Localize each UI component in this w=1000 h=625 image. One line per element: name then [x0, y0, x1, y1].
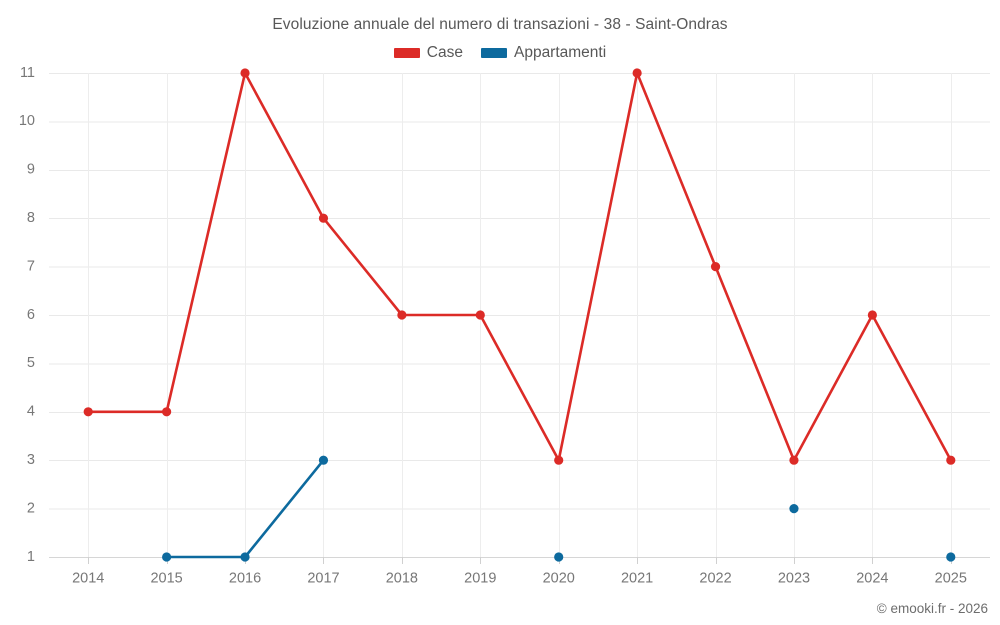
- copyright-credit: © emooki.fr - 2026: [876, 601, 988, 616]
- x-tick-label: 2024: [856, 571, 888, 587]
- legend-item-case[interactable]: Case: [393, 44, 463, 62]
- data-point-case-2016[interactable]: [240, 68, 250, 78]
- y-tick-label: 11: [20, 65, 35, 81]
- chart-legend: Case Appartamenti: [0, 44, 1000, 62]
- legend-item-appartamenti[interactable]: Appartamenti: [480, 44, 607, 62]
- data-point-appartamenti-2015[interactable]: [162, 552, 172, 562]
- y-tick-label: 6: [27, 307, 35, 323]
- x-tick-label: 2019: [464, 571, 496, 587]
- series-line-case: [86, 71, 953, 462]
- data-point-case-2024[interactable]: [867, 310, 877, 320]
- x-tick-label: 2017: [307, 571, 339, 587]
- data-point-case-2017[interactable]: [318, 213, 329, 223]
- data-point-case-2019[interactable]: [475, 310, 485, 320]
- y-tick-label: 9: [27, 162, 35, 178]
- data-point-case-2014[interactable]: [83, 407, 93, 417]
- x-axis-ticks: 2014 2015 2016 2017 2018 2019 2020 2021 2022 2023…: [72, 557, 967, 587]
- legend-swatch-case: [393, 48, 420, 58]
- data-point-case-2018[interactable]: [397, 310, 407, 320]
- y-tick-label: 2: [27, 500, 35, 516]
- y-tick-label: 5: [27, 355, 35, 371]
- y-tick-label: 10: [19, 113, 35, 129]
- x-tick-label: 2020: [543, 571, 575, 587]
- x-tick-label: 2015: [150, 571, 182, 587]
- x-tick-label: 2018: [386, 571, 418, 587]
- y-tick-label: 3: [27, 452, 35, 468]
- grid-lines-vertical: [88, 73, 952, 557]
- x-tick-label: 2021: [621, 571, 653, 587]
- x-tick-label: 2022: [699, 571, 731, 587]
- x-tick-label: 2016: [229, 571, 261, 587]
- data-point-case-2015[interactable]: [162, 407, 172, 417]
- data-point-appartamenti-2017[interactable]: [318, 455, 329, 465]
- data-point-appartamenti-2016[interactable]: [240, 552, 250, 562]
- data-point-case-2022[interactable]: [710, 262, 721, 272]
- legend-label-case: Case: [426, 44, 463, 61]
- legend-swatch-appartamenti: [480, 48, 507, 58]
- data-point-appartamenti-2025[interactable]: [946, 552, 956, 562]
- series-appartamenti: [162, 455, 956, 562]
- legend-label-appartamenti: Appartamenti: [513, 44, 607, 61]
- y-tick-label: 8: [27, 210, 35, 226]
- data-point-appartamenti-2020[interactable]: [554, 552, 564, 562]
- data-point-case-2025[interactable]: [946, 455, 956, 465]
- x-tick-label: 2025: [935, 571, 967, 587]
- x-tick-label: 2014: [72, 571, 104, 587]
- data-point-case-2020[interactable]: [554, 455, 564, 465]
- x-tick-label: 2023: [778, 571, 810, 587]
- y-tick-label: 1: [27, 549, 35, 565]
- data-point-case-2023[interactable]: [789, 455, 799, 465]
- y-axis-ticks: 1 2 3 4 5 6 7 8 9 10 11: [19, 65, 35, 565]
- grid-lines: [49, 73, 990, 558]
- data-point-case-2021[interactable]: [632, 68, 642, 78]
- series-case: [83, 68, 956, 465]
- y-tick-label: 7: [27, 258, 35, 274]
- data-point-appartamenti-2023[interactable]: [789, 504, 799, 514]
- y-tick-label: 4: [27, 404, 35, 420]
- chart-title: Evoluzione annuale del numero di transaz…: [272, 16, 728, 33]
